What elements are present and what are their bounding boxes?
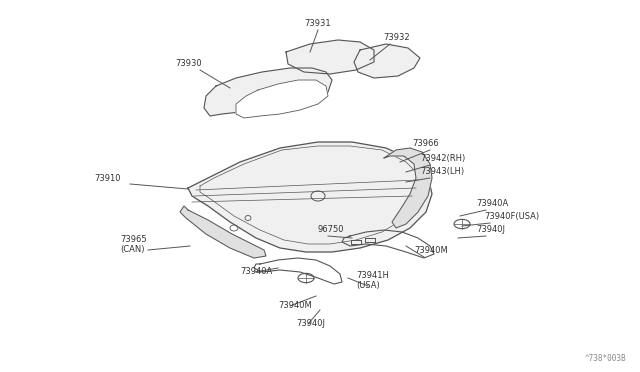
Text: 73940A: 73940A <box>240 267 272 276</box>
Text: 96750: 96750 <box>318 225 344 234</box>
Polygon shape <box>354 44 420 78</box>
Text: 73940A: 73940A <box>476 199 508 208</box>
Polygon shape <box>236 80 328 118</box>
Polygon shape <box>188 142 432 252</box>
Polygon shape <box>204 68 332 116</box>
Text: 73965
(CAN): 73965 (CAN) <box>120 235 147 254</box>
Text: 73943(LH): 73943(LH) <box>420 167 464 176</box>
Text: 73932: 73932 <box>383 33 410 42</box>
Polygon shape <box>180 206 266 258</box>
Text: ^738*003B: ^738*003B <box>584 354 626 363</box>
Text: 73931: 73931 <box>305 19 332 28</box>
Polygon shape <box>384 148 432 228</box>
Text: 73910: 73910 <box>94 174 120 183</box>
Text: 73940M: 73940M <box>278 301 312 310</box>
Polygon shape <box>286 40 374 74</box>
Text: 73966: 73966 <box>412 139 439 148</box>
Text: 73930: 73930 <box>175 59 202 68</box>
Text: 73941H
(USA): 73941H (USA) <box>356 270 389 290</box>
Text: 73940F(USA): 73940F(USA) <box>484 212 539 221</box>
Text: 73940J: 73940J <box>476 225 505 234</box>
Text: 73940M: 73940M <box>414 246 448 255</box>
Text: 73940J: 73940J <box>296 319 325 328</box>
Text: 73942(RH): 73942(RH) <box>420 154 465 163</box>
